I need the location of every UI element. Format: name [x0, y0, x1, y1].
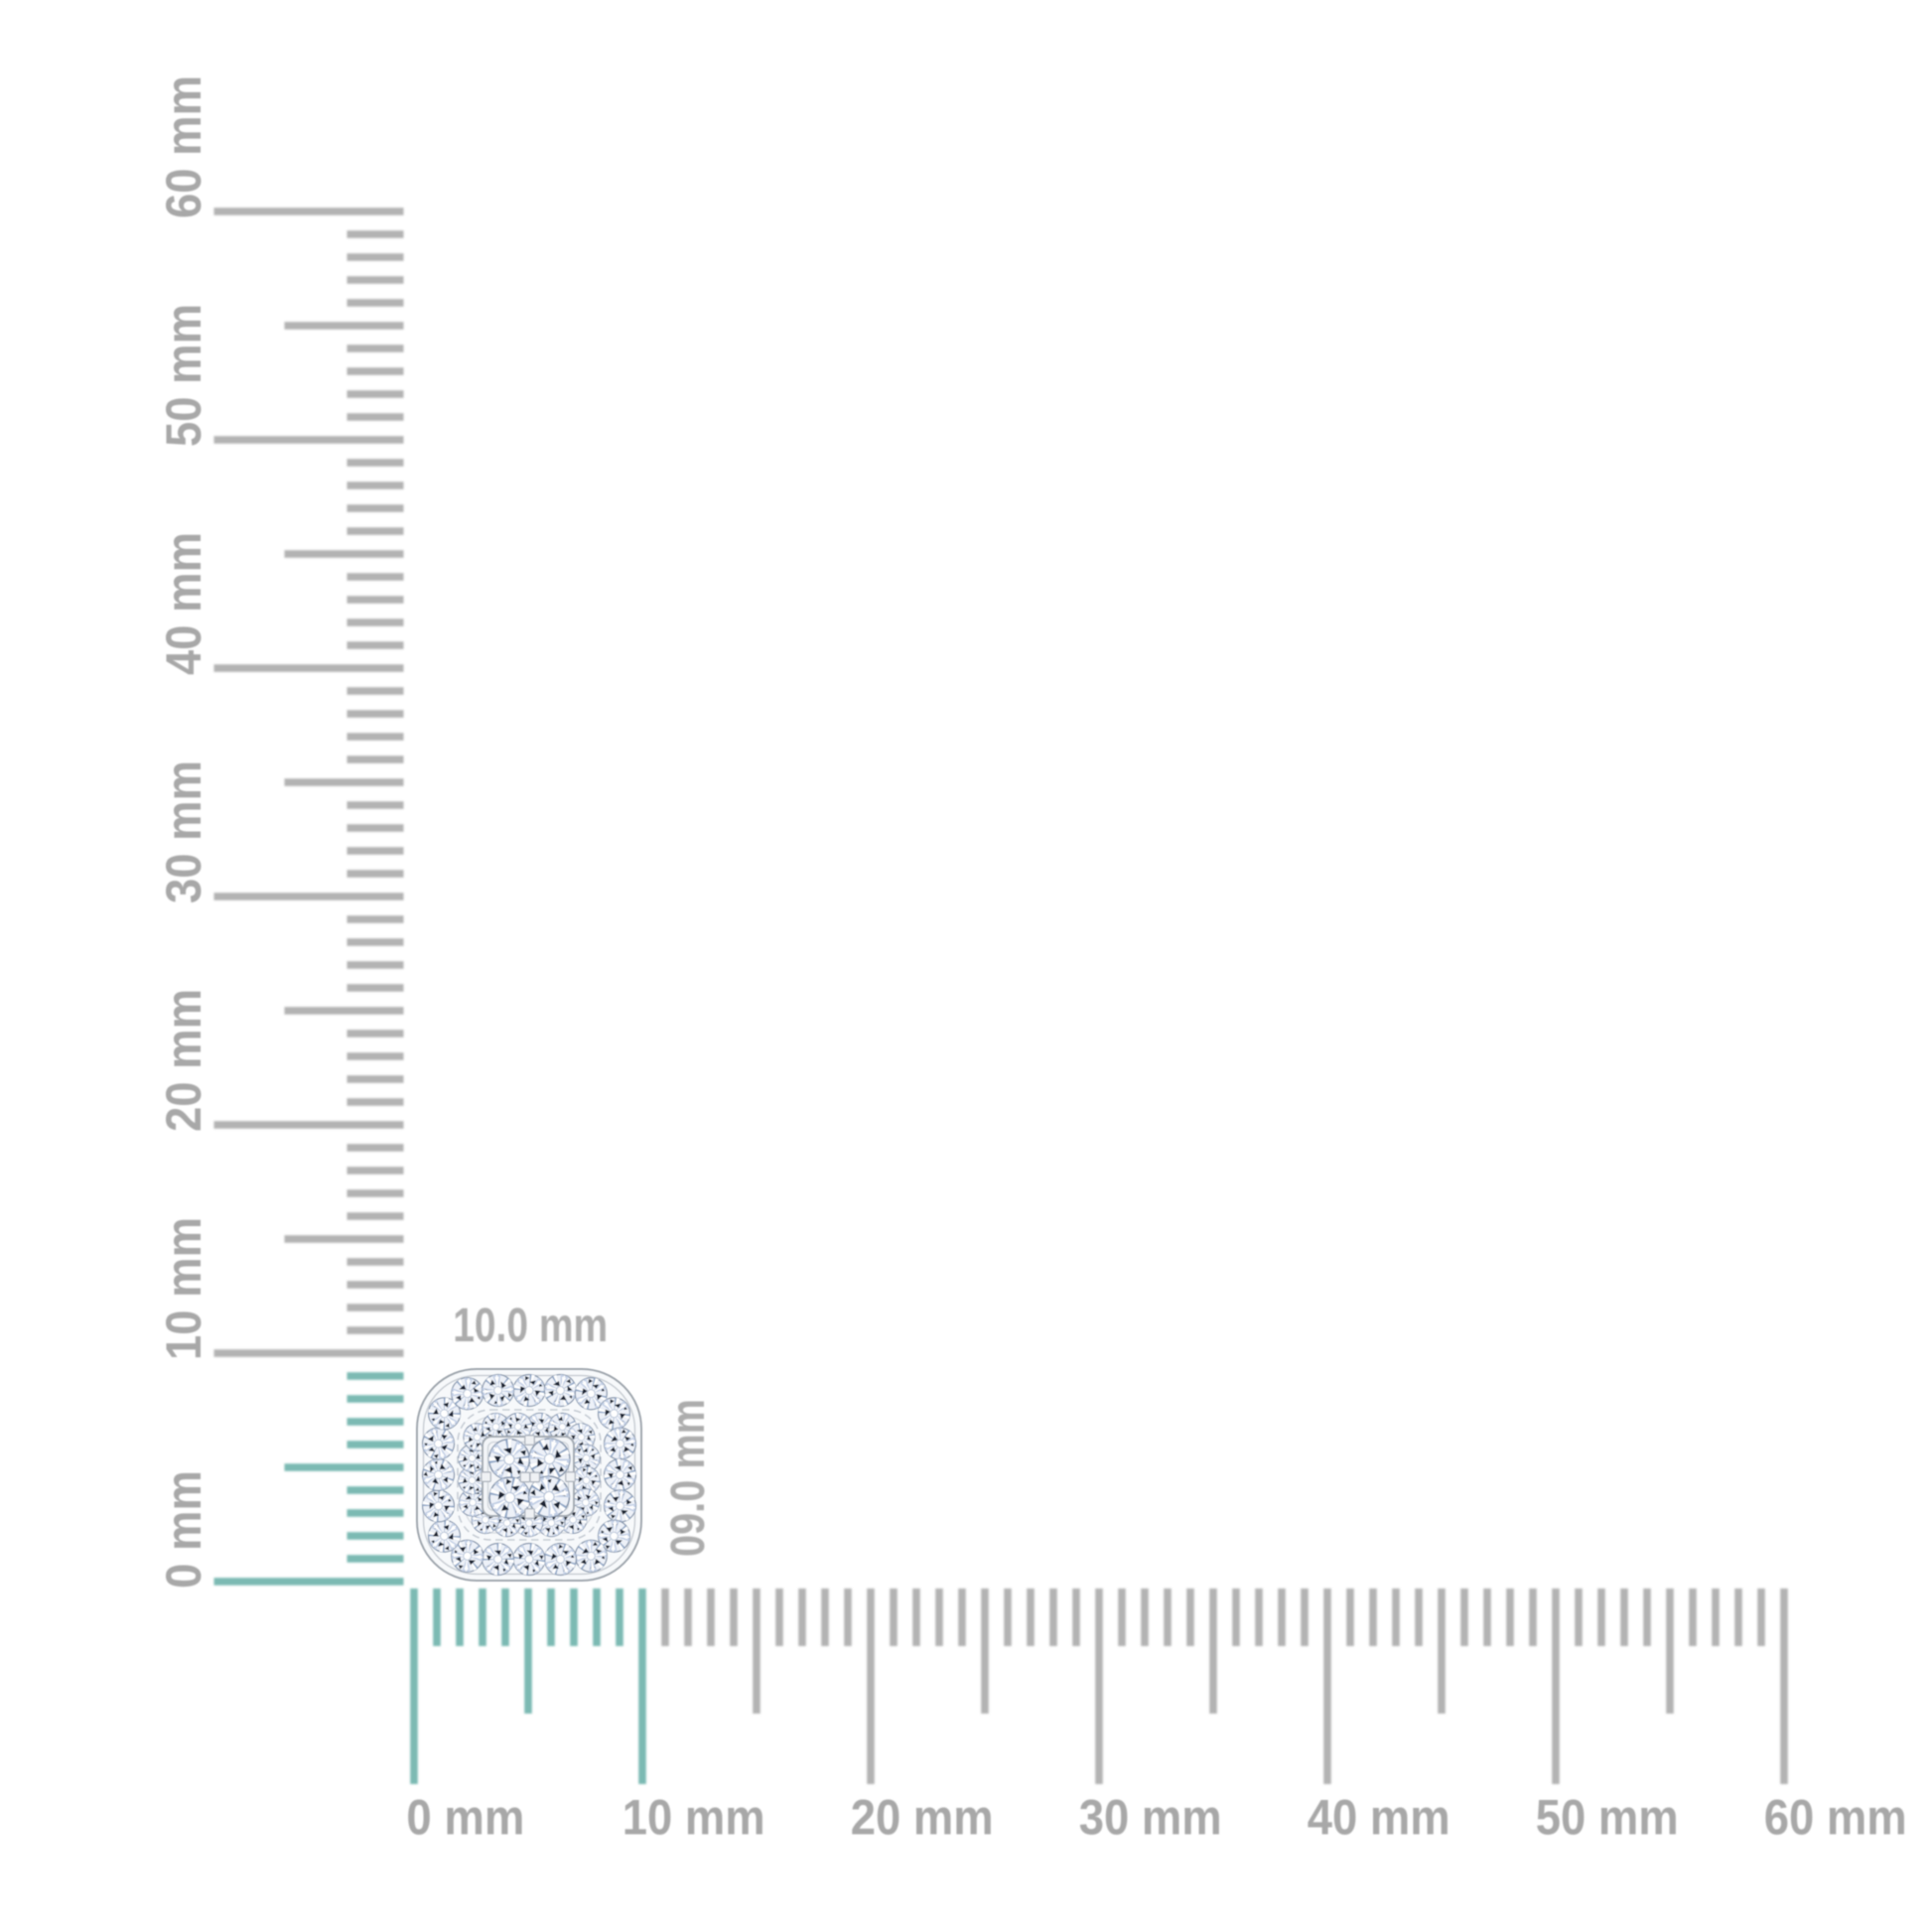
- svg-text:40 mm: 40 mm: [1308, 1790, 1450, 1846]
- svg-text:10.0 mm: 10.0 mm: [453, 1300, 608, 1352]
- svg-text:40 mm: 40 mm: [156, 532, 211, 675]
- svg-text:30 mm: 30 mm: [156, 760, 211, 903]
- svg-text:09.0 mm: 09.0 mm: [662, 1399, 715, 1557]
- svg-text:60 mm: 60 mm: [1764, 1790, 1907, 1846]
- svg-text:60 mm: 60 mm: [156, 75, 211, 218]
- svg-text:0 mm: 0 mm: [156, 1470, 211, 1588]
- svg-text:0 mm: 0 mm: [406, 1790, 524, 1846]
- svg-text:10 mm: 10 mm: [622, 1790, 765, 1846]
- svg-text:20 mm: 20 mm: [851, 1790, 994, 1846]
- svg-text:20 mm: 20 mm: [156, 989, 211, 1132]
- svg-text:50 mm: 50 mm: [1536, 1790, 1679, 1846]
- svg-text:50 mm: 50 mm: [156, 304, 211, 447]
- svg-text:30 mm: 30 mm: [1079, 1790, 1222, 1846]
- svg-text:10 mm: 10 mm: [156, 1217, 211, 1360]
